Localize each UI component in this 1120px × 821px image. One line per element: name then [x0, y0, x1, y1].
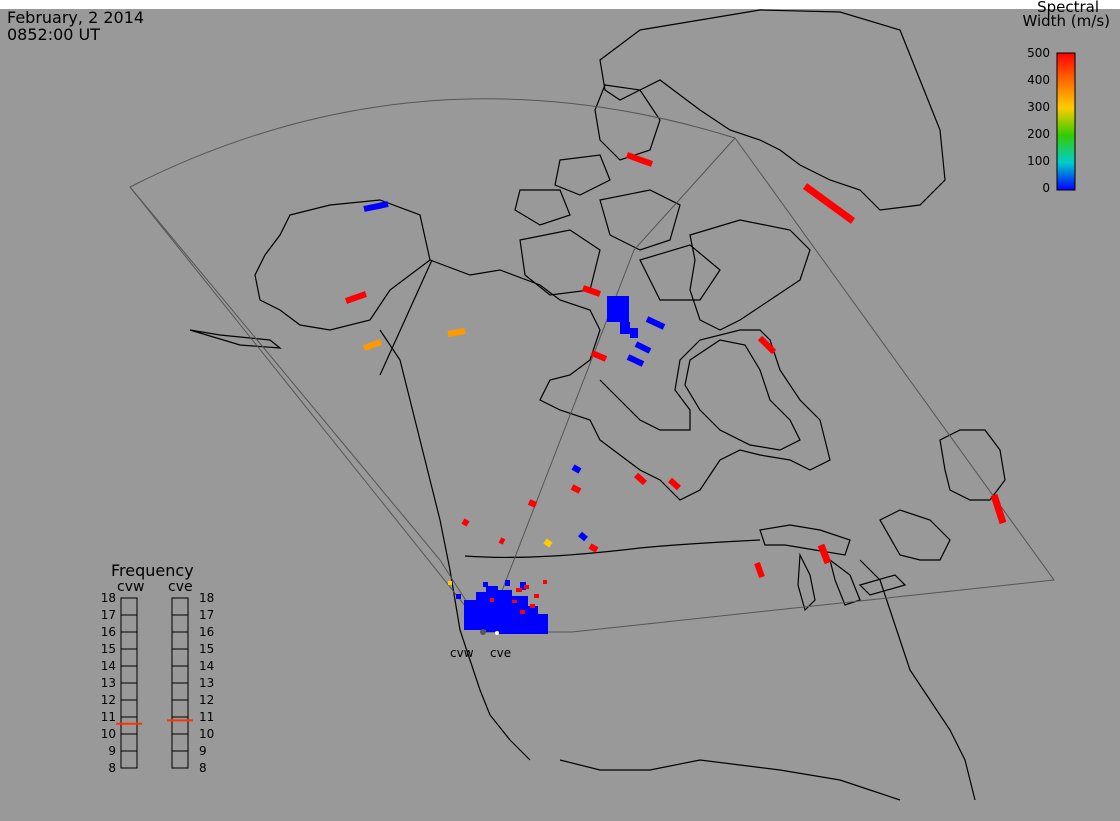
frequency-level-label: 13 [100, 676, 116, 690]
radar-label-cvw: cvw [450, 646, 474, 660]
frequency-level-label: 10 [100, 727, 116, 741]
frequency-level-label: 8 [199, 761, 207, 775]
top-border [0, 0, 1120, 9]
colorbar-tick-label: 300 [1027, 100, 1050, 114]
frequency-site-cve: cve [168, 579, 193, 595]
frequency-level-label: 12 [199, 693, 215, 707]
frequency-level-label: 14 [100, 659, 116, 673]
frequency-level-label: 14 [199, 659, 215, 673]
frequency-level-label: 17 [199, 608, 215, 622]
echo-cell [520, 582, 526, 590]
echo-cell [757, 335, 777, 355]
echo-cell [588, 543, 599, 553]
echo-cell [543, 538, 553, 548]
colorbar-gradient [1056, 52, 1076, 191]
frequency-level-label: 9 [199, 744, 207, 758]
echo-cell [543, 580, 547, 584]
frequency-level-label: 18 [199, 591, 215, 605]
echo-cell [590, 350, 608, 362]
frequency-level-label: 18 [100, 591, 116, 605]
echo-cell [607, 296, 629, 322]
echo-cell [645, 316, 666, 330]
echo-cell [461, 518, 470, 527]
echo-cell [470, 604, 478, 624]
echo-cell [526, 606, 538, 634]
echo-cell [625, 152, 654, 167]
echo-cell [582, 285, 601, 297]
echo-cell [516, 588, 522, 592]
echo-cell [456, 594, 461, 599]
echo-cell [520, 610, 525, 614]
echo-cell [534, 594, 539, 598]
frequency-site-cvw: cvw [117, 579, 145, 595]
frequency-level-label: 11 [199, 710, 215, 724]
echo-cell [668, 477, 681, 491]
echo-cell [990, 493, 1007, 525]
echo-cell [620, 322, 630, 334]
radar-label-cve: cve [490, 646, 512, 660]
echo-cell [530, 604, 535, 608]
colorbar-tick-label: 500 [1027, 46, 1050, 60]
coastlines [189, 9, 1006, 801]
echo-cell [483, 582, 488, 587]
echo-cell [817, 543, 832, 565]
echo-cell [540, 622, 548, 630]
colorbar-title-line1: Spectral [1037, 0, 1099, 16]
echo-cells [345, 152, 1007, 634]
echo-cell [448, 581, 452, 585]
frequency-level-label: 13 [199, 676, 215, 690]
frequency-level-label: 15 [100, 642, 116, 656]
echo-cell [490, 598, 494, 602]
echo-cell [512, 600, 517, 603]
echo-cell [505, 580, 510, 586]
colorbar-tick-label: 100 [1027, 154, 1050, 168]
echo-cell [630, 328, 638, 338]
echo-cell [578, 531, 588, 542]
echo-cell [363, 339, 382, 351]
echo-cell [802, 183, 856, 224]
echo-cell [626, 354, 645, 367]
echo-cell [486, 586, 498, 632]
radar-fov [129, 98, 1055, 633]
echo-cell [571, 464, 582, 474]
colorbar-tick-label: 400 [1027, 73, 1050, 87]
echo-cell [498, 537, 506, 545]
echo-cell [570, 484, 582, 494]
frequency-level-label: 8 [108, 761, 116, 775]
frequency-level-label: 16 [199, 625, 215, 639]
frequency-level-label: 16 [100, 625, 116, 639]
echo-cell [754, 561, 765, 579]
frequency-level-label: 11 [100, 710, 116, 724]
radar-site-marker [495, 631, 499, 635]
echo-cell [634, 472, 647, 486]
echo-cell [363, 201, 389, 212]
echo-cell [634, 341, 652, 354]
radar-site-marker [480, 629, 486, 635]
echo-cell [476, 592, 486, 630]
echo-cell [496, 612, 516, 632]
echo-cell [524, 585, 529, 589]
frequency-grid [121, 614, 188, 752]
colorbar-tick-label: 200 [1027, 127, 1050, 141]
echo-cell [527, 499, 538, 508]
country-borders [379, 259, 761, 559]
time-label: 0852:00 UT [7, 25, 101, 44]
colorbar-tick-label: 0 [1042, 181, 1050, 195]
frequency-level-label: 15 [199, 642, 215, 656]
frequency-level-label: 17 [100, 608, 116, 622]
echo-cell [345, 291, 367, 304]
echo-cell [447, 328, 466, 337]
date-label: February, 2 2014 [7, 8, 145, 27]
colorbar-title-line2: Width (m/s) [1022, 12, 1110, 30]
frequency-level-label: 9 [108, 744, 116, 758]
frequency-level-label: 12 [100, 693, 116, 707]
frequency-title: Frequency [111, 561, 194, 580]
frequency-level-label: 10 [199, 727, 215, 741]
